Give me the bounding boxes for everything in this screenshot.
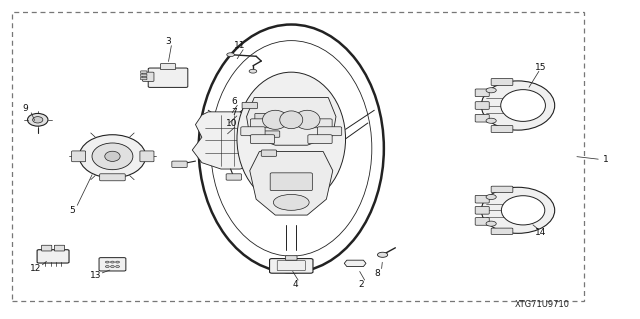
FancyBboxPatch shape: [141, 71, 147, 73]
Ellipse shape: [486, 118, 496, 123]
FancyBboxPatch shape: [269, 259, 313, 273]
Text: 12: 12: [30, 263, 42, 273]
FancyBboxPatch shape: [250, 135, 275, 144]
Ellipse shape: [262, 110, 288, 129]
Ellipse shape: [227, 53, 234, 56]
Ellipse shape: [249, 69, 257, 73]
Text: 6: 6: [231, 97, 237, 106]
FancyBboxPatch shape: [308, 119, 332, 128]
Text: 1: 1: [604, 155, 609, 164]
Ellipse shape: [111, 266, 115, 268]
Ellipse shape: [273, 195, 309, 210]
Text: 3: 3: [165, 37, 171, 46]
Polygon shape: [192, 112, 262, 169]
FancyBboxPatch shape: [42, 245, 52, 251]
FancyBboxPatch shape: [475, 115, 489, 122]
FancyBboxPatch shape: [242, 102, 257, 109]
Ellipse shape: [106, 261, 109, 263]
Text: 11: 11: [234, 41, 246, 50]
Ellipse shape: [294, 110, 320, 129]
FancyBboxPatch shape: [141, 74, 147, 77]
Text: 5: 5: [69, 206, 75, 215]
FancyBboxPatch shape: [475, 102, 489, 109]
Text: 2: 2: [358, 280, 364, 289]
Ellipse shape: [481, 187, 555, 233]
Text: 7: 7: [231, 108, 237, 117]
FancyBboxPatch shape: [475, 218, 489, 225]
Ellipse shape: [198, 25, 384, 272]
Ellipse shape: [111, 261, 115, 263]
FancyBboxPatch shape: [37, 250, 69, 263]
Ellipse shape: [486, 88, 496, 93]
Ellipse shape: [500, 90, 545, 122]
FancyBboxPatch shape: [261, 150, 276, 156]
Text: XTG71U9710: XTG71U9710: [515, 300, 570, 309]
FancyBboxPatch shape: [140, 151, 154, 162]
FancyBboxPatch shape: [148, 68, 188, 87]
FancyBboxPatch shape: [491, 228, 513, 234]
FancyBboxPatch shape: [491, 78, 513, 85]
Ellipse shape: [237, 72, 346, 205]
Polygon shape: [250, 152, 333, 215]
Polygon shape: [246, 98, 336, 145]
FancyBboxPatch shape: [264, 131, 280, 137]
FancyBboxPatch shape: [143, 72, 154, 81]
Text: 14: 14: [534, 228, 546, 237]
FancyBboxPatch shape: [226, 174, 241, 180]
FancyBboxPatch shape: [172, 161, 187, 167]
FancyBboxPatch shape: [491, 125, 513, 132]
Ellipse shape: [486, 221, 496, 226]
FancyBboxPatch shape: [270, 173, 312, 191]
Ellipse shape: [378, 252, 388, 257]
Ellipse shape: [106, 266, 109, 268]
Ellipse shape: [28, 114, 48, 126]
Ellipse shape: [481, 81, 555, 130]
Text: 4: 4: [293, 280, 298, 289]
FancyBboxPatch shape: [491, 186, 513, 193]
FancyBboxPatch shape: [285, 256, 297, 260]
FancyBboxPatch shape: [161, 63, 175, 70]
Ellipse shape: [211, 41, 372, 256]
FancyBboxPatch shape: [255, 114, 270, 120]
FancyBboxPatch shape: [54, 245, 65, 251]
Ellipse shape: [486, 195, 496, 199]
Text: 8: 8: [374, 269, 380, 278]
Text: 9: 9: [22, 104, 28, 113]
FancyBboxPatch shape: [100, 174, 125, 181]
FancyBboxPatch shape: [475, 206, 489, 214]
Ellipse shape: [116, 266, 120, 268]
Ellipse shape: [105, 151, 120, 161]
FancyBboxPatch shape: [475, 89, 489, 97]
Ellipse shape: [116, 261, 120, 263]
Ellipse shape: [280, 111, 303, 129]
Ellipse shape: [92, 143, 133, 170]
Text: 10: 10: [226, 119, 237, 129]
FancyBboxPatch shape: [250, 119, 275, 128]
Text: 13: 13: [90, 271, 101, 280]
FancyBboxPatch shape: [141, 77, 147, 80]
Polygon shape: [344, 260, 366, 267]
FancyBboxPatch shape: [308, 135, 332, 144]
Ellipse shape: [33, 117, 43, 123]
Ellipse shape: [501, 196, 545, 225]
Text: 15: 15: [534, 63, 546, 72]
FancyBboxPatch shape: [277, 261, 305, 271]
FancyBboxPatch shape: [241, 127, 265, 136]
FancyBboxPatch shape: [475, 196, 489, 203]
Bar: [12, 12, 584, 301]
FancyBboxPatch shape: [72, 151, 86, 162]
FancyBboxPatch shape: [317, 127, 342, 136]
FancyBboxPatch shape: [99, 258, 126, 271]
Ellipse shape: [79, 135, 146, 178]
